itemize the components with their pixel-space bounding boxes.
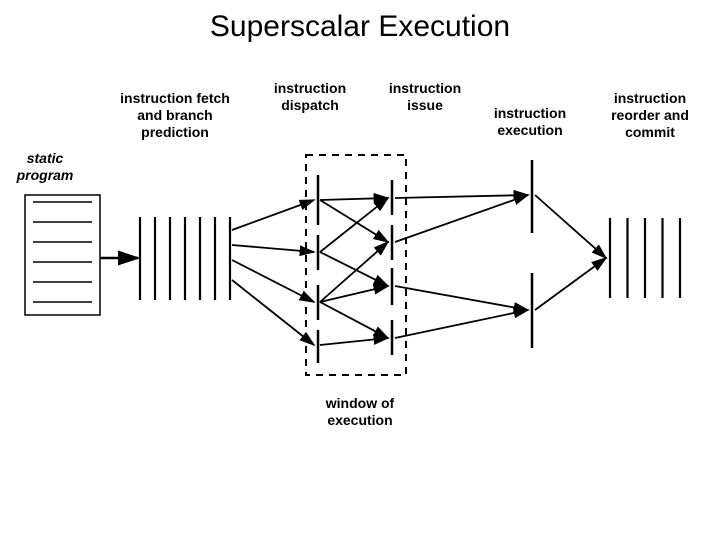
diagram-svg — [0, 0, 720, 540]
